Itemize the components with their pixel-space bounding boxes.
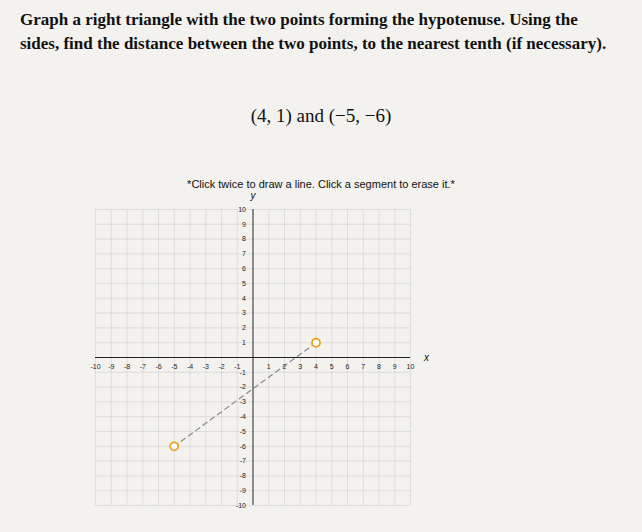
svg-text:7: 7 [242, 250, 246, 257]
svg-text:10: 10 [407, 363, 415, 370]
svg-text:-7: -7 [240, 457, 246, 464]
svg-text:-6: -6 [155, 363, 161, 370]
svg-text:-5: -5 [240, 428, 246, 435]
svg-text:-3: -3 [203, 363, 209, 370]
svg-text:6: 6 [346, 363, 350, 370]
svg-text:2: 2 [242, 324, 246, 331]
svg-text:-6: -6 [240, 443, 246, 450]
svg-text:7: 7 [361, 363, 365, 370]
svg-text:6: 6 [242, 265, 246, 272]
svg-text:-4: -4 [240, 413, 246, 420]
svg-text:1: 1 [242, 339, 246, 346]
html-text:*Click twice to draw a line. C: *Click twice to draw a line. Click a seg… [187, 178, 455, 190]
svg-text:10: 10 [238, 206, 246, 213]
svg-text:3: 3 [298, 363, 302, 370]
svg-text:9: 9 [393, 363, 397, 370]
svg-text:9: 9 [242, 221, 246, 228]
html-text:Graph a right triangle with th: Graph a right triangle with the two poin… [20, 10, 607, 53]
svg-text:-8: -8 [124, 363, 130, 370]
svg-text:-2: -2 [218, 363, 224, 370]
svg-text:x: x [423, 352, 430, 363]
svg-text:-10: -10 [236, 502, 246, 509]
svg-text:4: 4 [242, 295, 246, 302]
svg-text:-8: -8 [240, 472, 246, 479]
svg-text:y: y [250, 190, 257, 201]
svg-text:-9: -9 [240, 487, 246, 494]
svg-text:8: 8 [377, 363, 381, 370]
svg-text:3: 3 [242, 309, 246, 316]
svg-text:-7: -7 [140, 363, 146, 370]
html-text:(4, 1) and (−5, −6): (4, 1) and (−5, −6) [250, 105, 392, 126]
svg-text:8: 8 [242, 235, 246, 242]
svg-text:-3: -3 [240, 398, 246, 405]
svg-text:-9: -9 [108, 363, 114, 370]
svg-text:2: 2 [282, 362, 287, 370]
svg-text:-1: -1 [240, 369, 246, 376]
svg-text:-5: -5 [171, 363, 177, 370]
svg-text:1: 1 [267, 363, 271, 370]
svg-text:5: 5 [330, 363, 334, 370]
svg-text:-1: -1 [234, 362, 241, 370]
svg-text:4: 4 [314, 363, 318, 370]
svg-text:-10: -10 [90, 363, 100, 370]
svg-text:-4: -4 [187, 363, 193, 370]
svg-text:5: 5 [242, 280, 246, 287]
svg-text:-2: -2 [240, 383, 246, 390]
